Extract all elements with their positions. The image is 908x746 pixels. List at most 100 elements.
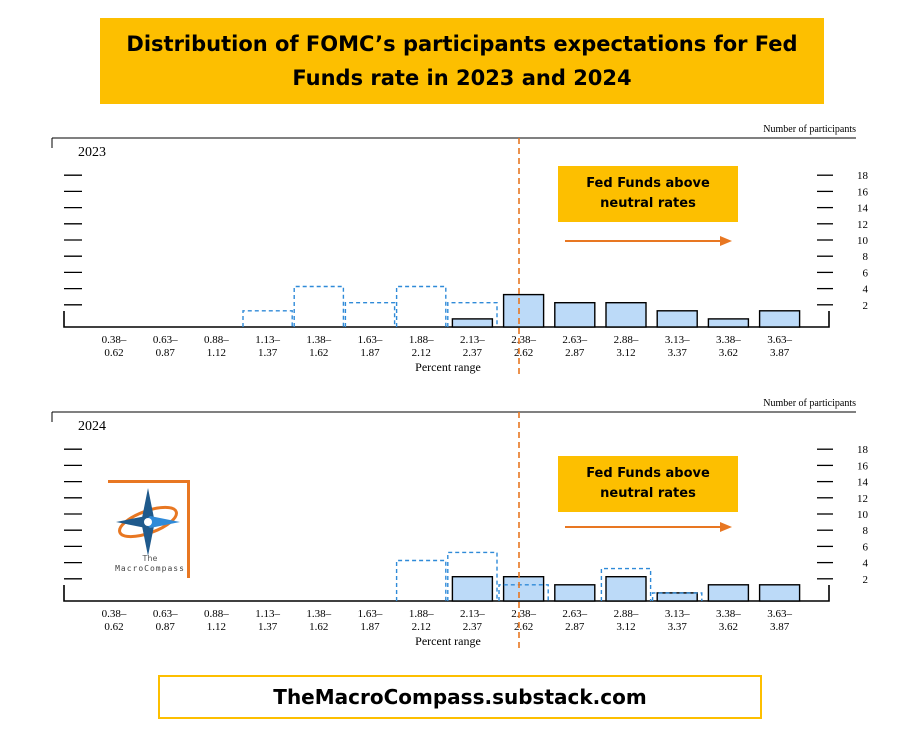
x-tick-label-top-2023-3: 1.13– — [255, 334, 280, 346]
x-tick-label-top-2023-7: 2.13– — [460, 334, 485, 346]
x-axis-baseline-2024 — [63, 585, 830, 602]
panel-label-2024: 2024 — [78, 419, 106, 434]
y-tick-label-2023-8: 8 — [863, 251, 869, 263]
x-tick-label-bottom-2024-3: 1.37 — [258, 621, 278, 633]
x-tick-label-bottom-2023-9: 2.87 — [565, 347, 585, 359]
y-tick-label-2023-10: 10 — [857, 235, 869, 247]
bar-2023-3.63 — [758, 310, 801, 328]
x-tick-label-bottom-2024-1: 0.87 — [156, 621, 176, 633]
x-tick-label-bottom-2023-6: 2.12 — [412, 347, 431, 359]
prev-bar-2023-2.13 — [447, 301, 498, 327]
chart-panel-2023: Number of participants 2023 2 4 6 8 10 12 14 16 18… — [0, 120, 908, 385]
x-tick-label-top-2024-5: 1.63– — [358, 608, 383, 620]
x-axis-label-2023: Percent range — [415, 360, 481, 374]
prev-bar-2023-1.63 — [344, 301, 396, 327]
bar-2024-3.63 — [758, 584, 801, 602]
x-tick-label-bottom-2023-4: 1.62 — [309, 347, 328, 359]
chart-title: Distribution of FOMC’s participants expe… — [126, 32, 798, 90]
x-tick-label-top-2023-13: 3.63– — [767, 334, 792, 346]
logo-text-the: The — [142, 554, 158, 563]
x-tick-label-top-2024-11: 3.13– — [665, 608, 690, 620]
x-tick-label-bottom-2023-2: 1.12 — [207, 347, 226, 359]
x-tick-label-top-2024-4: 1.38– — [306, 608, 331, 620]
bar-2023-2.13 — [451, 318, 494, 328]
x-tick-label-bottom-2023-11: 3.37 — [668, 347, 688, 359]
prev-bar-2024-2.13 — [447, 551, 498, 601]
prev-bar-2024-1.88 — [395, 559, 447, 601]
prev-bar-2023-1.88 — [395, 285, 447, 327]
x-tick-label-bottom-2023-7: 2.37 — [463, 347, 483, 359]
x-tick-label-bottom-2023-12: 3.62 — [719, 347, 738, 359]
right-axis-title-2024: Number of participants — [763, 398, 856, 409]
x-tick-label-top-2023-12: 3.38– — [716, 334, 741, 346]
panel-label-2023: 2023 — [78, 145, 106, 160]
x-tick-label-bottom-2024-9: 2.87 — [565, 621, 585, 633]
y-tick-label-2024-18: 18 — [857, 444, 869, 456]
y-tick-label-2023-18: 18 — [857, 170, 869, 182]
x-tick-label-bottom-2024-2: 1.12 — [207, 621, 226, 633]
y-tick-label-2023-14: 14 — [857, 203, 869, 215]
x-tick-label-top-2024-2: 0.88– — [204, 608, 229, 620]
annotation-box-2023: Fed Funds above neutral rates — [558, 166, 738, 222]
x-tick-label-bottom-2023-0: 0.62 — [104, 347, 123, 359]
arrow-head-icon-2023 — [720, 236, 732, 246]
x-tick-label-top-2024-12: 3.38– — [716, 608, 741, 620]
x-tick-label-bottom-2023-13: 3.87 — [770, 347, 790, 359]
y-tick-label-2023-6: 6 — [863, 267, 869, 279]
x-tick-label-bottom-2024-13: 3.87 — [770, 621, 790, 633]
y-tick-label-2024-14: 14 — [857, 477, 869, 489]
x-tick-label-top-2024-9: 2.63– — [562, 608, 587, 620]
compass-icon — [116, 488, 180, 556]
x-tick-label-top-2024-7: 2.13– — [460, 608, 485, 620]
footer-url[interactable]: TheMacroCompass.substack.com — [273, 685, 647, 709]
annotation-text-2024: Fed Funds above neutral rates — [586, 466, 710, 501]
bar-2024-3.13 — [656, 592, 698, 602]
prev-bar-2024-2.38 — [498, 584, 549, 601]
x-tick-label-top-2024-1: 0.63– — [153, 608, 178, 620]
y-tick-label-2023-16: 16 — [857, 186, 869, 198]
logo-frame — [108, 480, 190, 578]
y-tick-label-2024-16: 16 — [857, 460, 869, 472]
bar-2023-2.88 — [605, 301, 647, 328]
y-tick-label-2024-10: 10 — [857, 509, 869, 521]
bar-2024-2.13 — [451, 575, 494, 602]
x-tick-label-bottom-2024-12: 3.62 — [719, 621, 738, 633]
x-tick-label-top-2023-9: 2.63– — [562, 334, 587, 346]
x-tick-label-top-2024-3: 1.13– — [255, 608, 280, 620]
chart-2023: Number of participants 2023 2 4 6 8 10 12 14 16 18… — [51, 124, 869, 377]
x-tick-label-bottom-2023-8: 2.62 — [514, 347, 533, 359]
annotation-text-2023: Fed Funds above neutral rates — [586, 176, 710, 211]
x-tick-label-top-2023-10: 2.88– — [614, 334, 639, 346]
x-tick-label-top-2023-5: 1.63– — [358, 334, 383, 346]
y-tick-label-2024-12: 12 — [857, 493, 868, 505]
x-tick-label-top-2023-11: 3.13– — [665, 334, 690, 346]
x-tick-label-top-2023-4: 1.38– — [306, 334, 331, 346]
y-tick-label-2023-12: 12 — [857, 219, 868, 231]
x-tick-label-bottom-2024-11: 3.37 — [668, 621, 688, 633]
y-tick-label-2024-8: 8 — [863, 525, 869, 537]
x-axis-label-2024: Percent range — [415, 634, 481, 648]
x-tick-label-bottom-2023-10: 3.12 — [616, 347, 635, 359]
x-tick-label-top-2024-13: 3.63– — [767, 608, 792, 620]
x-tick-label-bottom-2024-7: 2.37 — [463, 621, 483, 633]
x-tick-label-top-2023-0: 0.38– — [102, 334, 127, 346]
y-tick-label-2024-4: 4 — [863, 558, 869, 570]
bar-2024-2.38 — [502, 575, 545, 602]
x-tick-label-bottom-2023-1: 0.87 — [156, 347, 176, 359]
bar-2023-2.38 — [502, 293, 545, 328]
footer-banner: TheMacroCompass.substack.com — [158, 675, 762, 719]
x-tick-label-top-2023-6: 1.88– — [409, 334, 434, 346]
bar-2023-2.63 — [554, 301, 596, 328]
x-tick-label-bottom-2024-5: 1.87 — [360, 621, 380, 633]
title-banner: Distribution of FOMC’s participants expe… — [100, 18, 824, 104]
x-tick-label-top-2023-2: 0.88– — [204, 334, 229, 346]
annotation-box-2024: Fed Funds above neutral rates — [558, 456, 738, 512]
x-tick-label-bottom-2024-4: 1.62 — [309, 621, 328, 633]
x-tick-label-bottom-2023-5: 1.87 — [360, 347, 380, 359]
x-tick-label-bottom-2024-6: 2.12 — [412, 621, 431, 633]
macrocompass-logo: The MacroCompass — [108, 480, 192, 580]
bar-2023-3.38 — [707, 318, 750, 328]
chart-2024: Number of participants 2024 2 4 6 8 10 12 14 16 18… — [51, 398, 869, 651]
x-tick-label-top-2023-8: 2.38– — [511, 334, 536, 346]
bar-2024-3.38 — [707, 584, 750, 602]
